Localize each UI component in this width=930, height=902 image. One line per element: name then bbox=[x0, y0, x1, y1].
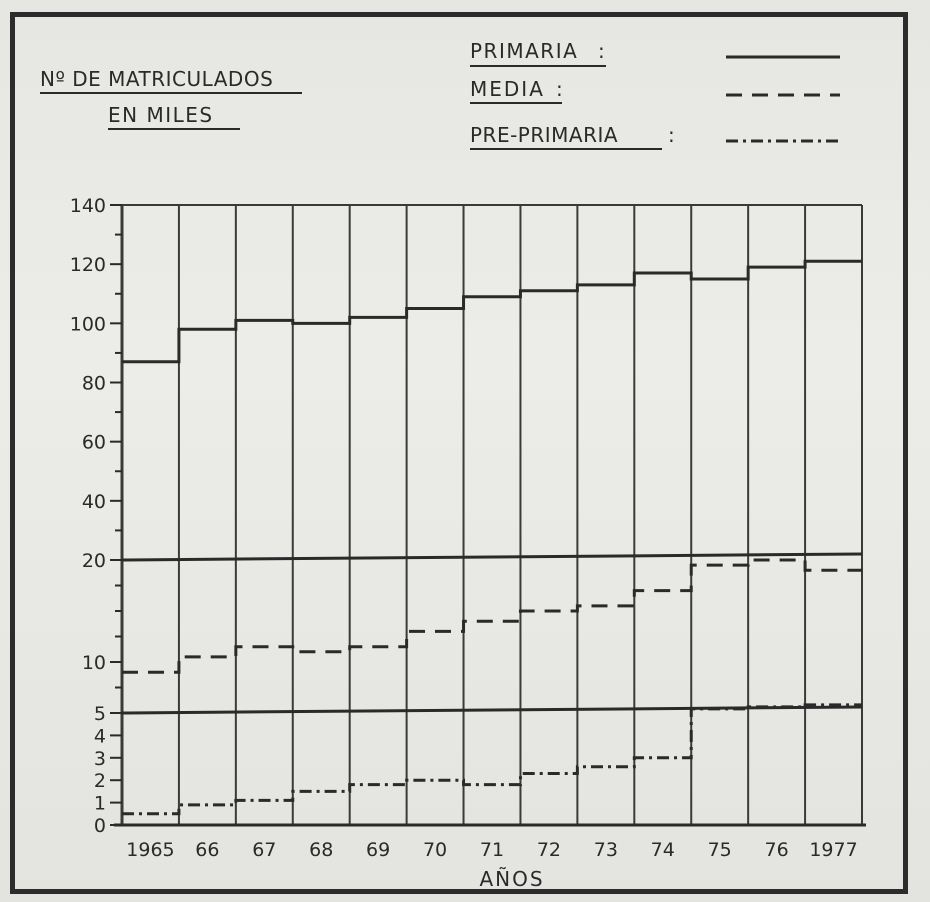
y-tick-label: 2 bbox=[94, 770, 106, 792]
x-tick-label: 67 bbox=[252, 839, 276, 861]
legend-colon-preprimaria: : bbox=[668, 123, 675, 147]
series-line-preprimaria bbox=[122, 703, 862, 816]
x-tick-label: 73 bbox=[594, 839, 618, 861]
y-tick-label: 80 bbox=[82, 373, 106, 395]
chart-title-line-2: EN MILES bbox=[108, 103, 214, 127]
y-tick-label: 5 bbox=[94, 703, 106, 725]
x-tick-label: 72 bbox=[537, 839, 561, 861]
legend: PRIMARIA : MEDIA : PRE-PRIMARIA : bbox=[470, 39, 840, 150]
x-tick-label: 74 bbox=[651, 839, 675, 861]
x-tick-label: 70 bbox=[423, 839, 447, 861]
x-tick-label: 1977 bbox=[809, 839, 857, 861]
x-tick-label: 68 bbox=[309, 839, 333, 861]
scale-break-line-20 bbox=[121, 552, 863, 562]
y-tick-label: 100 bbox=[70, 313, 106, 335]
y-tick-label: 20 bbox=[82, 550, 106, 572]
y-tick-label: 40 bbox=[82, 491, 106, 513]
legend-colon-primaria: : bbox=[598, 39, 605, 63]
y-tick-label: 0 bbox=[94, 815, 106, 837]
series-line-primaria bbox=[122, 259, 862, 364]
legend-label-primaria: PRIMARIA bbox=[470, 39, 578, 63]
y-tick-label: 10 bbox=[82, 652, 106, 674]
chart-title-line-1: Nº DE MATRICULADOS bbox=[40, 67, 273, 91]
x-tick-label: 71 bbox=[480, 839, 504, 861]
x-tick-label: 1965 bbox=[126, 839, 174, 861]
y-tick-label: 3 bbox=[94, 748, 106, 770]
legend-colon-media: : bbox=[556, 77, 563, 101]
y-tick-label: 140 bbox=[70, 195, 106, 217]
x-tick-label: 75 bbox=[708, 839, 732, 861]
legend-label-preprimaria: PRE-PRIMARIA bbox=[470, 123, 618, 147]
x-tick-label: 69 bbox=[366, 839, 390, 861]
series-line-media bbox=[122, 558, 862, 674]
chart-frame bbox=[10, 12, 908, 894]
y-tick-label: 4 bbox=[94, 725, 106, 747]
y-tick-label: 120 bbox=[70, 254, 106, 276]
x-axis-label: AÑOS bbox=[479, 867, 544, 891]
y-tick-label: 60 bbox=[82, 432, 106, 454]
legend-label-media: MEDIA bbox=[470, 77, 545, 101]
y-tick-label: 1 bbox=[94, 793, 106, 815]
x-tick-label: 66 bbox=[195, 839, 219, 861]
x-tick-label: 76 bbox=[765, 839, 789, 861]
